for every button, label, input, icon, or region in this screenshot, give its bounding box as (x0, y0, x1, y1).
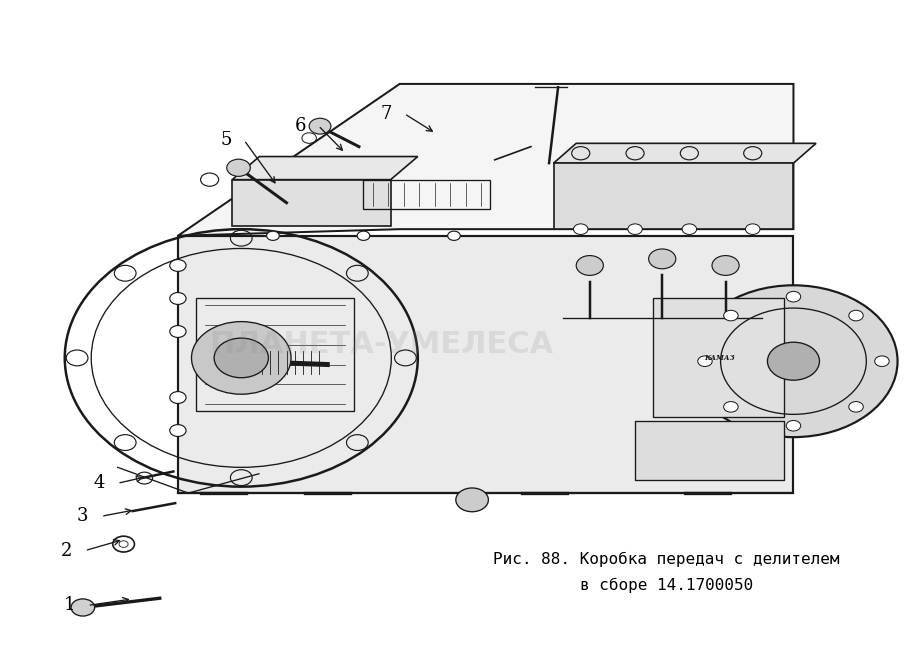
Circle shape (267, 231, 280, 241)
Circle shape (170, 392, 186, 404)
Circle shape (170, 259, 186, 271)
Polygon shape (653, 298, 785, 417)
Circle shape (170, 292, 186, 304)
Circle shape (192, 322, 291, 394)
Circle shape (227, 159, 251, 176)
Circle shape (786, 292, 801, 302)
Circle shape (648, 249, 676, 269)
Circle shape (849, 402, 864, 412)
Circle shape (357, 231, 370, 241)
Circle shape (71, 599, 94, 616)
Polygon shape (554, 163, 794, 229)
Circle shape (170, 424, 186, 436)
Text: 4: 4 (94, 474, 104, 493)
Polygon shape (232, 180, 390, 226)
Circle shape (456, 488, 489, 512)
Circle shape (849, 310, 864, 321)
Circle shape (577, 255, 603, 275)
Polygon shape (554, 143, 816, 163)
Circle shape (745, 224, 760, 235)
Circle shape (786, 420, 801, 431)
Circle shape (214, 338, 269, 378)
Circle shape (712, 255, 739, 275)
Circle shape (682, 224, 696, 235)
Text: в сборе 14.1700050: в сборе 14.1700050 (580, 578, 754, 593)
Text: 1: 1 (64, 597, 75, 615)
Circle shape (724, 310, 738, 321)
Text: КАМАЗ: КАМАЗ (704, 354, 735, 362)
Text: Рис. 88. Коробка передач с делителем: Рис. 88. Коробка передач с делителем (493, 552, 840, 567)
Polygon shape (232, 156, 418, 180)
Circle shape (574, 224, 588, 235)
Circle shape (874, 356, 889, 367)
Circle shape (627, 224, 642, 235)
Circle shape (119, 541, 128, 548)
Circle shape (697, 356, 712, 367)
Text: 7: 7 (380, 105, 391, 123)
Text: 5: 5 (221, 131, 232, 149)
Polygon shape (178, 236, 794, 493)
Text: 6: 6 (294, 117, 306, 135)
Polygon shape (178, 84, 794, 236)
Text: ПЛАНЕТА-УМЕЛЕCA: ПЛАНЕТА-УМЕЛЕCA (210, 330, 554, 359)
Text: 3: 3 (77, 507, 89, 525)
Circle shape (724, 402, 738, 412)
Text: 2: 2 (61, 542, 73, 560)
Circle shape (767, 342, 820, 380)
Circle shape (689, 285, 898, 437)
Polygon shape (635, 420, 785, 480)
Circle shape (170, 326, 186, 337)
Circle shape (448, 231, 460, 241)
Circle shape (309, 118, 331, 134)
